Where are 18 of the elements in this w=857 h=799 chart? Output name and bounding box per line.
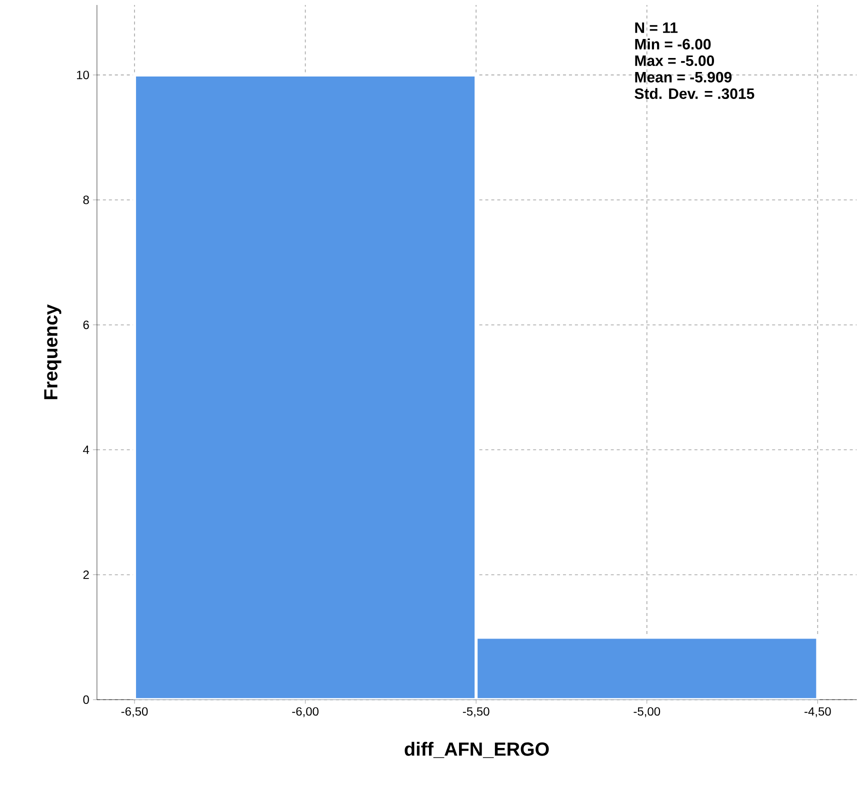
y-tick-label: 0: [83, 696, 89, 704]
y-tick-label: 10: [77, 70, 89, 80]
annotation: N = 11: [635, 22, 678, 34]
y-tick-label: 8: [83, 196, 89, 204]
y-tick-label: 6: [83, 320, 89, 330]
annotation: Std. Dev. = .3015: [634, 88, 754, 100]
y-tick-label: 2: [83, 570, 89, 580]
x-axis-title: diff_AFN_ERGO: [404, 742, 549, 758]
x-tick-label: -6,50: [121, 707, 148, 718]
annotation: Max = -5.00: [635, 56, 714, 66]
x-tick-label: -5,50: [462, 707, 490, 718]
x-tick-label: -5,00: [634, 707, 660, 718]
x-tick-label: -6,00: [292, 707, 319, 718]
annotation: Min = -6.00: [635, 38, 711, 50]
annotation: Mean = -5.909: [635, 72, 732, 83]
x-tick-label: -4,50: [804, 707, 831, 718]
y-tick-label: 4: [83, 446, 90, 454]
y-axis-title: Frequency: [44, 304, 62, 400]
